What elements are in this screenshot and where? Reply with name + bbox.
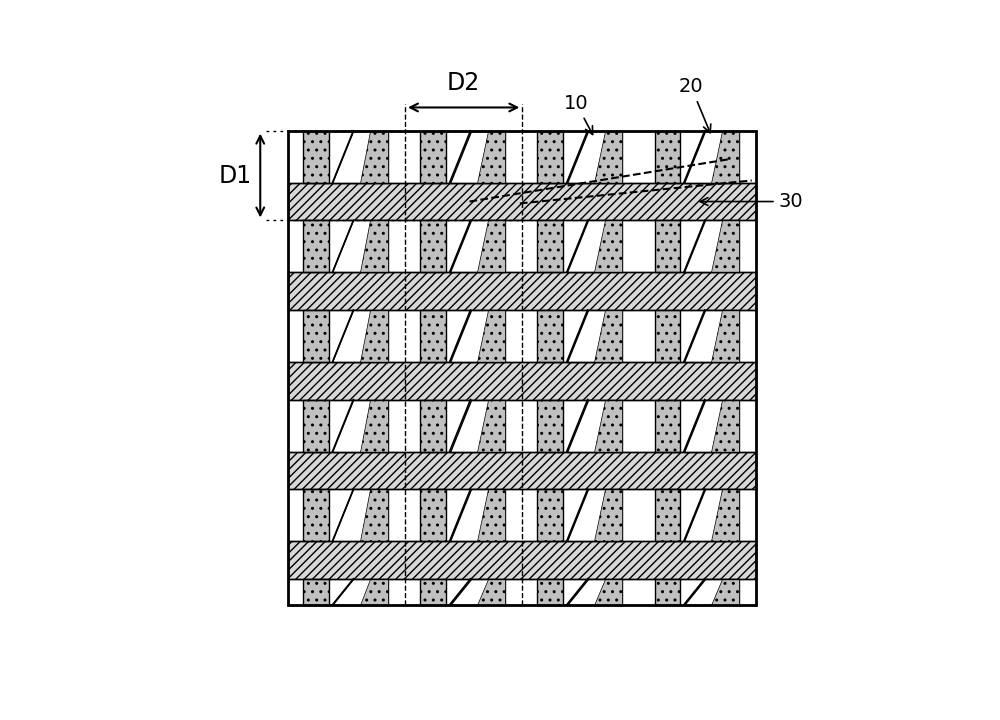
Bar — [537, 400, 563, 451]
Bar — [288, 220, 756, 272]
Polygon shape — [450, 310, 505, 362]
Polygon shape — [450, 220, 505, 272]
Bar — [303, 310, 329, 362]
Polygon shape — [332, 489, 388, 541]
Polygon shape — [360, 220, 388, 272]
Bar — [288, 310, 756, 362]
Polygon shape — [684, 400, 739, 451]
Bar — [420, 131, 446, 183]
Bar — [537, 310, 563, 362]
Text: 20: 20 — [679, 77, 711, 132]
Bar — [655, 310, 680, 362]
Polygon shape — [332, 310, 388, 362]
Bar — [303, 489, 329, 541]
Polygon shape — [711, 579, 739, 605]
Bar — [420, 489, 446, 541]
Polygon shape — [567, 400, 622, 451]
Polygon shape — [477, 131, 505, 183]
Bar — [303, 131, 329, 183]
Bar — [303, 400, 329, 451]
Bar — [537, 579, 563, 605]
Polygon shape — [332, 220, 388, 272]
Polygon shape — [450, 489, 505, 541]
Bar — [288, 400, 756, 451]
Polygon shape — [711, 131, 739, 183]
Polygon shape — [450, 400, 505, 451]
Polygon shape — [477, 400, 505, 451]
Text: D1: D1 — [219, 163, 252, 187]
Text: D2: D2 — [447, 71, 480, 95]
Polygon shape — [477, 579, 505, 605]
Polygon shape — [711, 400, 739, 451]
Bar — [420, 310, 446, 362]
Bar — [537, 220, 563, 272]
Bar — [537, 489, 563, 541]
Bar — [420, 579, 446, 605]
Bar — [655, 220, 680, 272]
Bar — [303, 220, 329, 272]
Polygon shape — [684, 220, 739, 272]
Bar — [288, 131, 756, 605]
Polygon shape — [711, 489, 739, 541]
Polygon shape — [477, 310, 505, 362]
Bar — [288, 451, 756, 489]
Polygon shape — [684, 131, 739, 183]
Polygon shape — [594, 310, 622, 362]
Polygon shape — [332, 400, 388, 451]
Text: 10: 10 — [564, 94, 593, 135]
Bar — [655, 400, 680, 451]
Bar — [288, 362, 756, 400]
Bar — [288, 131, 756, 183]
Polygon shape — [684, 489, 739, 541]
Bar — [288, 272, 756, 310]
Polygon shape — [332, 131, 388, 183]
Polygon shape — [477, 220, 505, 272]
Polygon shape — [594, 489, 622, 541]
Polygon shape — [594, 579, 622, 605]
Polygon shape — [477, 489, 505, 541]
Polygon shape — [450, 131, 505, 183]
Polygon shape — [360, 310, 388, 362]
Polygon shape — [360, 489, 388, 541]
Polygon shape — [360, 579, 388, 605]
Bar — [303, 579, 329, 605]
Polygon shape — [360, 131, 388, 183]
Polygon shape — [684, 579, 739, 605]
Bar — [288, 183, 756, 220]
Polygon shape — [594, 131, 622, 183]
Bar — [655, 489, 680, 541]
Bar — [288, 489, 756, 541]
Polygon shape — [711, 220, 739, 272]
Polygon shape — [450, 579, 505, 605]
Polygon shape — [567, 489, 622, 541]
Text: 30: 30 — [700, 192, 803, 211]
Bar — [655, 579, 680, 605]
Bar — [420, 400, 446, 451]
Polygon shape — [594, 400, 622, 451]
Bar — [288, 579, 756, 605]
Polygon shape — [332, 579, 388, 605]
Polygon shape — [567, 220, 622, 272]
Bar — [288, 541, 756, 579]
Bar — [420, 220, 446, 272]
Bar — [537, 131, 563, 183]
Polygon shape — [360, 400, 388, 451]
Polygon shape — [567, 579, 622, 605]
Bar — [655, 131, 680, 183]
Polygon shape — [684, 310, 739, 362]
Polygon shape — [711, 310, 739, 362]
Polygon shape — [594, 220, 622, 272]
Polygon shape — [567, 131, 622, 183]
Polygon shape — [567, 310, 622, 362]
